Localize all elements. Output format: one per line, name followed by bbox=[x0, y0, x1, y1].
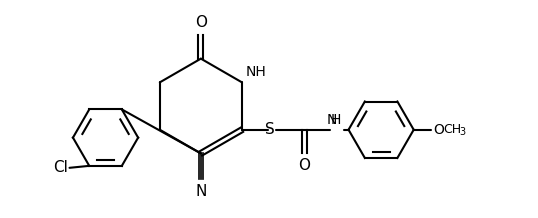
Text: S: S bbox=[265, 122, 274, 137]
Text: Cl: Cl bbox=[53, 160, 68, 175]
Text: H: H bbox=[331, 113, 341, 127]
Text: CH: CH bbox=[443, 123, 462, 136]
Text: NH: NH bbox=[246, 65, 267, 79]
Text: O: O bbox=[195, 15, 207, 30]
Text: N: N bbox=[327, 113, 337, 127]
Text: N: N bbox=[195, 184, 207, 199]
Text: O: O bbox=[298, 158, 310, 173]
Text: 3: 3 bbox=[459, 127, 465, 137]
Text: O: O bbox=[434, 123, 444, 137]
